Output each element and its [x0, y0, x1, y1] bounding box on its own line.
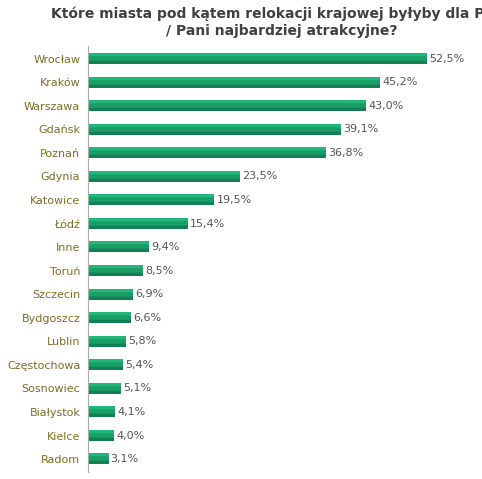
Text: 8,5%: 8,5% [146, 266, 174, 276]
Text: 6,6%: 6,6% [133, 313, 161, 323]
Title: Które miasta pod kątem relokacji krajowej byłyby dla Pana
/ Pani najbardziej atr: Które miasta pod kątem relokacji krajowe… [51, 7, 482, 38]
Text: 23,5%: 23,5% [242, 171, 278, 182]
Text: 39,1%: 39,1% [343, 125, 378, 135]
Text: 5,4%: 5,4% [125, 360, 154, 370]
Text: 52,5%: 52,5% [429, 54, 465, 64]
Text: 45,2%: 45,2% [382, 77, 417, 87]
Text: 15,4%: 15,4% [190, 218, 225, 228]
Text: 5,8%: 5,8% [128, 336, 156, 346]
Text: 4,0%: 4,0% [116, 431, 145, 441]
Text: 9,4%: 9,4% [151, 242, 180, 252]
Text: 43,0%: 43,0% [368, 101, 403, 111]
Text: 4,1%: 4,1% [117, 407, 145, 417]
Text: 5,1%: 5,1% [123, 384, 151, 393]
Text: 6,9%: 6,9% [135, 289, 163, 299]
Text: 3,1%: 3,1% [110, 454, 139, 464]
Text: 36,8%: 36,8% [328, 148, 363, 158]
Text: 19,5%: 19,5% [216, 195, 252, 205]
